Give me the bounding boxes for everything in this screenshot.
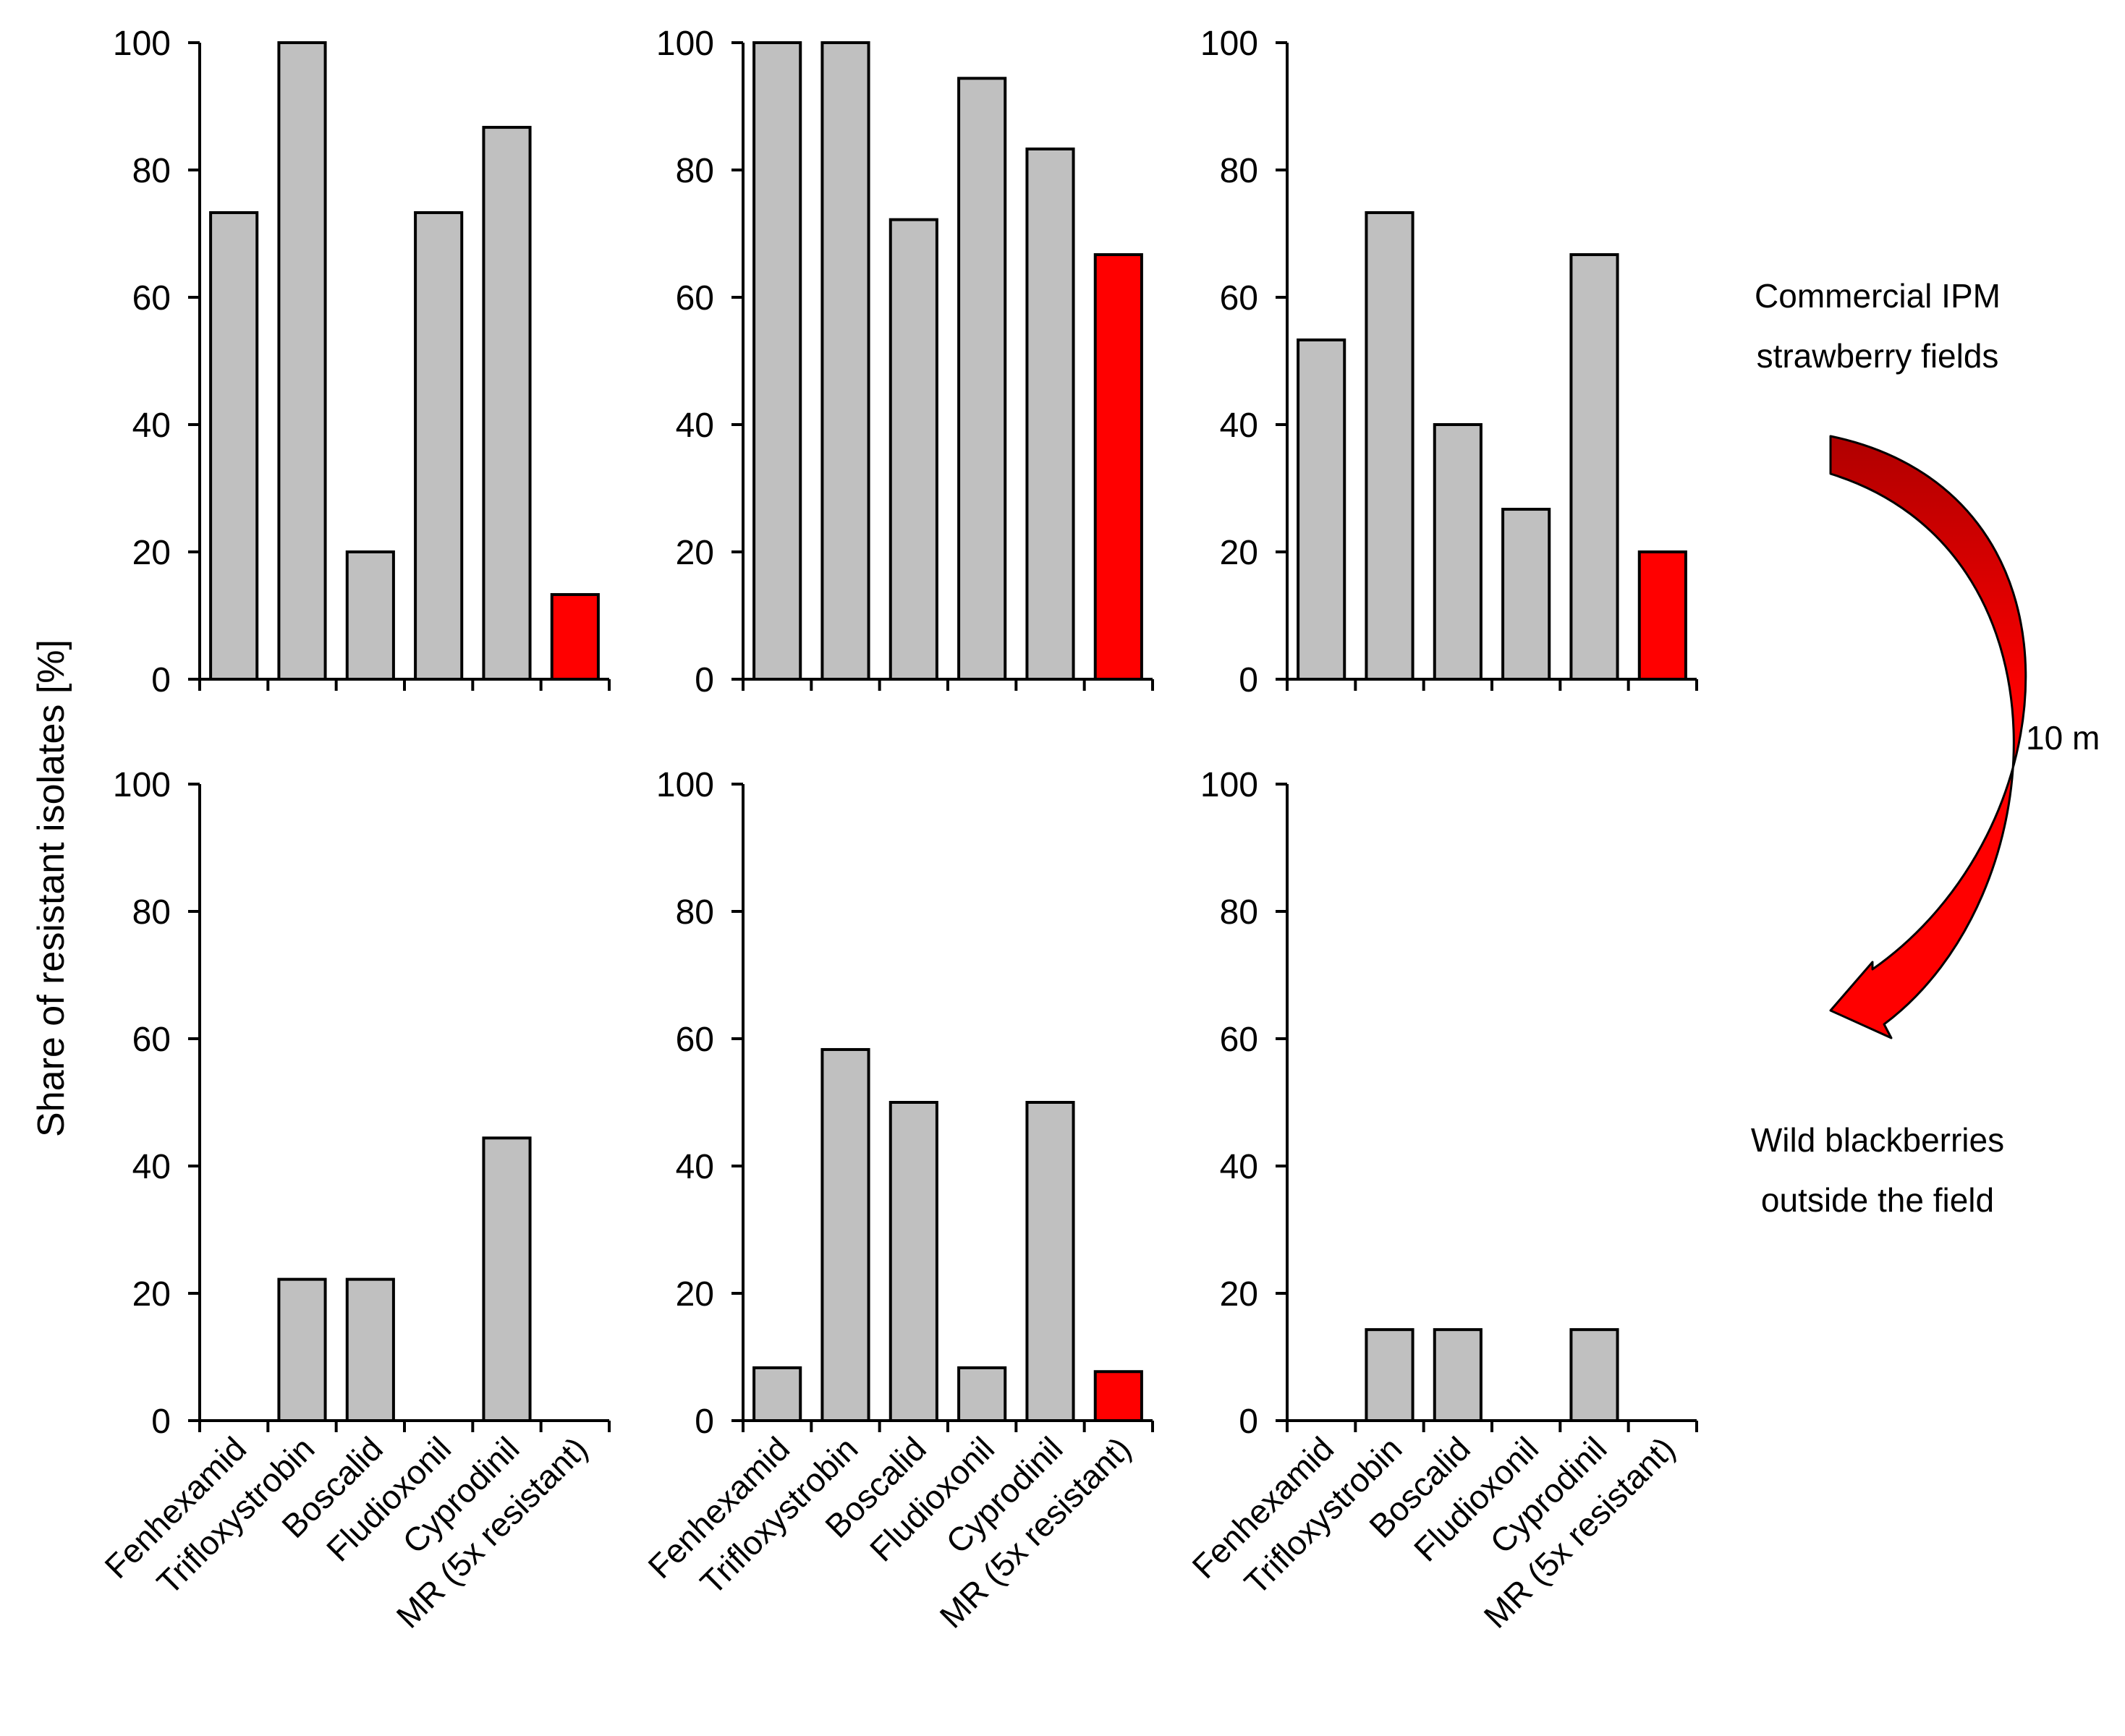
y-tick-label: 100 (1200, 766, 1258, 804)
curved-arrow-icon (1829, 435, 2027, 1039)
bar-mr-5x-resistant (1093, 1370, 1143, 1422)
bar-fenhexamid (1297, 338, 1346, 681)
bar-mr-5x-resistant (550, 592, 600, 681)
y-tick-label: 40 (1220, 1148, 1258, 1186)
y-tick-label: 60 (132, 1021, 171, 1059)
y-tick-label: 40 (132, 407, 171, 445)
y-tick-label: 80 (676, 152, 714, 190)
charts-layer: 0 20 40 60 80 100 0 20 40 60 80 100 0 20 40 60 80 100 0 20 4… (97, 25, 1698, 1635)
y-tick-label: 80 (676, 893, 714, 932)
y-tick-label: 40 (676, 407, 714, 445)
bottom-group-label-line1: Wild blackberries (1751, 1121, 2004, 1159)
y-axis-label: Share of resistant isolates [%] (30, 639, 72, 1137)
bar-mr-5x-resistant (1637, 550, 1687, 681)
bar-fenhexamid (752, 1366, 802, 1422)
bar-cyprodinil (1025, 1101, 1075, 1422)
bar-cyprodinil (482, 126, 532, 681)
bar-cyprodinil (1569, 253, 1619, 681)
y-tick-label: 80 (1220, 893, 1258, 932)
bar-trifloxystrobin (1365, 210, 1414, 681)
bar-boscalid (345, 1277, 395, 1423)
bar-fludioxonil (1501, 508, 1551, 681)
y-tick-label: 80 (132, 893, 171, 932)
y-tick-label: 100 (1200, 25, 1258, 63)
chart-panel-3: 0 20 40 60 80 100 (1200, 25, 1698, 699)
y-tick-label: 20 (676, 1275, 714, 1314)
chart-panel-4: 020406080100FenhexamidTrifloxystrobinBos… (97, 766, 611, 1635)
chart-panel-2: 0 20 40 60 80 100 (656, 25, 1154, 699)
bar-fenhexamid (209, 210, 259, 681)
y-tick-label: 20 (1220, 534, 1258, 572)
y-tick-label: 80 (1220, 152, 1258, 190)
bar-cyprodinil (482, 1136, 532, 1423)
y-tick-label: 40 (132, 1148, 171, 1186)
y-tick-label: 0 (695, 1403, 714, 1441)
y-tick-label: 100 (656, 766, 714, 804)
y-tick-label: 0 (151, 1403, 171, 1441)
bar-trifloxystrobin (1365, 1328, 1414, 1423)
y-tick-label: 0 (1239, 661, 1258, 699)
bar-boscalid (888, 1101, 938, 1422)
side-annotations: Commercial IPM strawberry fields 10 m Wi… (1751, 277, 2100, 1219)
bar-boscalid (345, 550, 395, 681)
chart-panel-6: 020406080100FenhexamidTrifloxystrobinBos… (1184, 766, 1698, 1635)
y-tick-label: 60 (1220, 279, 1258, 318)
y-tick-label: 0 (151, 661, 171, 699)
bar-trifloxystrobin (820, 41, 870, 681)
bar-fenhexamid (752, 41, 802, 681)
chart-panel-5: 020406080100FenhexamidTrifloxystrobinBos… (640, 766, 1154, 1635)
y-tick-label: 20 (1220, 1275, 1258, 1314)
bar-cyprodinil (1569, 1328, 1619, 1423)
distance-label: 10 m (2026, 719, 2100, 757)
bar-trifloxystrobin (277, 41, 327, 681)
bar-boscalid (1433, 1328, 1483, 1423)
bottom-group-label-line2: outside the field (1761, 1181, 1994, 1219)
y-tick-label: 100 (113, 766, 171, 804)
top-group-label-line1: Commercial IPM (1755, 277, 2001, 315)
bar-boscalid (888, 218, 938, 681)
y-tick-label: 0 (1239, 1403, 1258, 1441)
y-tick-label: 20 (132, 534, 171, 572)
y-tick-label: 80 (132, 152, 171, 190)
y-tick-label: 60 (676, 279, 714, 318)
bar-boscalid (1433, 423, 1483, 681)
bar-fludioxonil (957, 1366, 1007, 1422)
bar-fludioxonil (957, 77, 1007, 681)
top-group-label-line2: strawberry fields (1757, 337, 1999, 375)
y-tick-label: 20 (132, 1275, 171, 1314)
bar-cyprodinil (1025, 147, 1075, 681)
bar-trifloxystrobin (277, 1277, 327, 1423)
y-tick-label: 60 (132, 279, 171, 318)
bar-fludioxonil (414, 210, 464, 681)
bar-trifloxystrobin (820, 1047, 870, 1422)
y-tick-label: 20 (676, 534, 714, 572)
y-tick-label: 40 (676, 1148, 714, 1186)
y-tick-label: 100 (656, 25, 714, 63)
y-tick-label: 60 (1220, 1021, 1258, 1059)
y-tick-label: 60 (676, 1021, 714, 1059)
y-tick-label: 40 (1220, 407, 1258, 445)
y-tick-label: 100 (113, 25, 171, 63)
y-tick-label: 0 (695, 661, 714, 699)
bar-mr-5x-resistant (1093, 253, 1143, 681)
chart-panel-1: 0 20 40 60 80 100 (113, 25, 611, 699)
